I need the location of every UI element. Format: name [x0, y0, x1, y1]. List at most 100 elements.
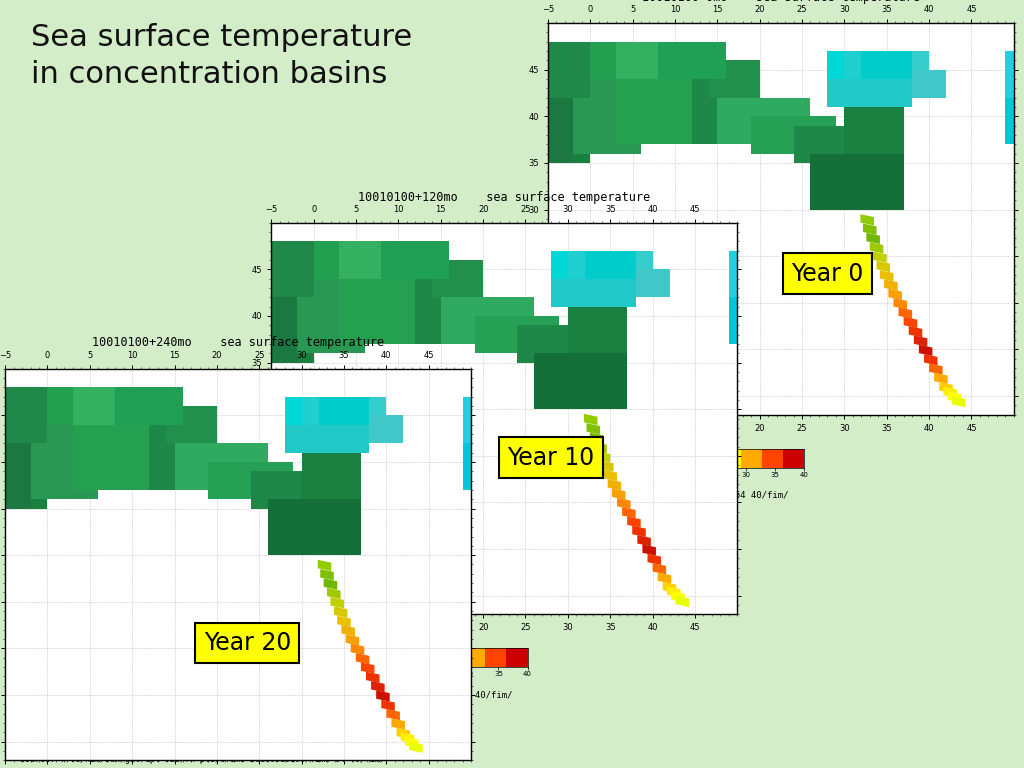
Polygon shape — [845, 51, 887, 88]
Polygon shape — [877, 261, 890, 272]
Polygon shape — [866, 233, 880, 244]
Polygon shape — [637, 535, 651, 546]
Polygon shape — [603, 470, 617, 481]
Polygon shape — [612, 488, 626, 500]
Polygon shape — [889, 289, 902, 300]
Polygon shape — [475, 316, 559, 353]
Polygon shape — [908, 326, 923, 337]
Polygon shape — [5, 387, 47, 508]
Polygon shape — [590, 41, 615, 79]
Polygon shape — [346, 634, 359, 646]
Polygon shape — [861, 51, 912, 79]
Polygon shape — [548, 98, 573, 163]
Polygon shape — [884, 280, 898, 291]
Polygon shape — [360, 662, 375, 674]
Polygon shape — [622, 507, 636, 518]
Polygon shape — [752, 116, 836, 154]
Polygon shape — [313, 241, 339, 279]
Polygon shape — [302, 396, 344, 434]
Polygon shape — [341, 625, 355, 636]
Polygon shape — [376, 690, 390, 702]
Polygon shape — [548, 41, 590, 163]
Title: 10010100+240mo    sea surface temperature: 10010100+240mo sea surface temperature — [92, 336, 384, 349]
Polygon shape — [827, 51, 845, 88]
Polygon shape — [396, 728, 410, 739]
Polygon shape — [863, 223, 877, 235]
Polygon shape — [617, 498, 631, 509]
Polygon shape — [174, 443, 267, 490]
Polygon shape — [251, 472, 360, 508]
Polygon shape — [371, 681, 385, 692]
Polygon shape — [568, 306, 627, 353]
Polygon shape — [386, 709, 400, 720]
Polygon shape — [432, 260, 483, 297]
Polygon shape — [317, 560, 332, 571]
Polygon shape — [794, 126, 903, 163]
Polygon shape — [810, 154, 903, 210]
Polygon shape — [671, 591, 685, 602]
Polygon shape — [647, 554, 662, 565]
Polygon shape — [517, 326, 627, 362]
Text: v2b/rh pt8/cfim6 20100010100/fim6 64 40/fim/: v2b/rh pt8/cfim6 20100010100/fim6 64 40/… — [553, 491, 790, 500]
Polygon shape — [919, 345, 933, 356]
Polygon shape — [585, 250, 636, 279]
Polygon shape — [615, 41, 675, 79]
Polygon shape — [370, 415, 403, 443]
Polygon shape — [663, 582, 676, 593]
Polygon shape — [318, 396, 370, 425]
Polygon shape — [584, 414, 598, 425]
Polygon shape — [873, 252, 887, 263]
Text: Sea surface temperature
in concentration basins: Sea surface temperature in concentration… — [31, 23, 412, 89]
Polygon shape — [366, 672, 380, 683]
Polygon shape — [568, 250, 610, 288]
Polygon shape — [827, 79, 912, 107]
Polygon shape — [400, 733, 415, 743]
Polygon shape — [642, 545, 656, 556]
Polygon shape — [667, 587, 681, 598]
Polygon shape — [943, 387, 957, 398]
Polygon shape — [116, 387, 183, 425]
Polygon shape — [302, 452, 360, 499]
Polygon shape — [597, 452, 610, 462]
Polygon shape — [355, 653, 370, 664]
Polygon shape — [610, 250, 652, 288]
Polygon shape — [924, 354, 938, 366]
Polygon shape — [334, 607, 347, 617]
Polygon shape — [73, 387, 132, 425]
Polygon shape — [285, 396, 302, 434]
Polygon shape — [709, 61, 760, 98]
Text: source: ...C/nim/sun/git cpl v2b/rh pt8/cfim6 20100010100/fim6 64 40/fim/: source: ...C/nim/sun/git cpl v2b/rh pt8/… — [20, 755, 385, 764]
Polygon shape — [327, 588, 341, 599]
Polygon shape — [729, 250, 779, 297]
Polygon shape — [382, 241, 450, 279]
Polygon shape — [344, 396, 386, 434]
Polygon shape — [676, 596, 689, 607]
Polygon shape — [657, 572, 671, 584]
Polygon shape — [658, 41, 726, 79]
Polygon shape — [267, 499, 360, 555]
Polygon shape — [615, 79, 717, 144]
Polygon shape — [548, 41, 590, 98]
Polygon shape — [47, 387, 73, 425]
Polygon shape — [271, 297, 297, 362]
Polygon shape — [5, 443, 31, 508]
Polygon shape — [590, 432, 603, 444]
Title: 10010100+120mo    sea surface temperature: 10010100+120mo sea surface temperature — [358, 190, 650, 204]
Polygon shape — [652, 563, 667, 574]
Polygon shape — [929, 363, 943, 375]
Polygon shape — [894, 298, 907, 310]
Polygon shape — [463, 443, 513, 490]
Title: 10010100+0mo    sea surface temperature: 10010100+0mo sea surface temperature — [642, 0, 920, 4]
Polygon shape — [381, 700, 395, 711]
Polygon shape — [845, 107, 903, 154]
Polygon shape — [440, 297, 534, 344]
Polygon shape — [947, 392, 962, 402]
Polygon shape — [860, 214, 874, 225]
Polygon shape — [166, 406, 217, 443]
Polygon shape — [607, 479, 622, 491]
Text: Year 20: Year 20 — [204, 631, 291, 655]
Polygon shape — [551, 250, 568, 288]
Polygon shape — [410, 742, 423, 753]
Polygon shape — [324, 578, 337, 590]
Polygon shape — [391, 718, 404, 730]
